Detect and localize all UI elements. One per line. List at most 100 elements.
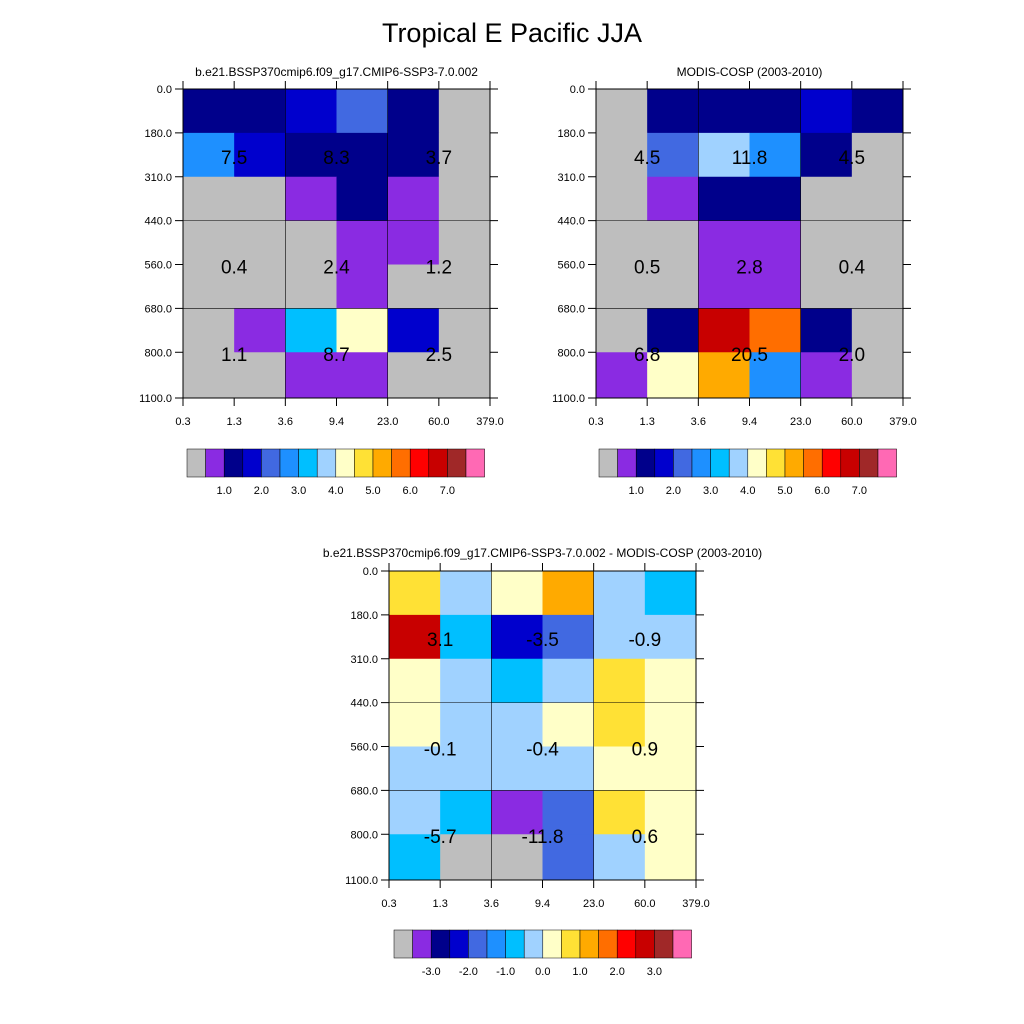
- heatmap-cell: [593, 702, 646, 747]
- colorbar-swatch: [430, 929, 451, 959]
- colorbar-swatch: [542, 929, 562, 959]
- heatmap-cell: [542, 571, 595, 616]
- y-tick-label: 800.0: [557, 347, 585, 359]
- y-tick-label: 1100.0: [552, 393, 585, 405]
- cell-value-label: 2.8: [736, 258, 762, 279]
- colorbar: 1.0 2.0 3.0 4.0 5.0 6.0 7.0: [186, 448, 485, 497]
- colorbar-swatch: [877, 448, 897, 478]
- colorbar-label: 2.0: [254, 485, 269, 497]
- x-tick-label: 379.0: [476, 416, 504, 428]
- heatmap-cell: [183, 352, 235, 399]
- panel-title: MODIS-COSP (2003-2010): [677, 65, 823, 79]
- x-tick-label: 23.0: [790, 416, 811, 428]
- heatmap-cell: [183, 308, 235, 353]
- heatmap-cell: [644, 614, 697, 660]
- heatmap-cell: [542, 746, 595, 791]
- heatmap-cell: [698, 132, 750, 178]
- colorbar-label: 1.0: [629, 485, 644, 497]
- heatmap-cell: [285, 308, 337, 353]
- panel-title: b.e21.BSSP370cmip6.f09_g17.CMIP6-SSP3-7.…: [323, 546, 762, 560]
- heatmap-cell: [336, 176, 389, 222]
- heatmap-cell: [647, 89, 699, 134]
- y-tick-label: 180.0: [144, 128, 172, 140]
- heatmap-cell: [285, 264, 337, 309]
- heatmap-cell: [749, 176, 802, 222]
- colorbar: -3.0 -2.0 -1.0 0.0 1.0 2.0 3.0: [393, 929, 692, 978]
- heatmap-cell: [644, 746, 697, 791]
- cell-value-label: 2.0: [839, 345, 865, 366]
- cell-value-label: 1.2: [426, 258, 452, 279]
- heatmap-cell: [596, 132, 648, 178]
- colorbar-swatch: [598, 929, 618, 959]
- heatmap-cell: [336, 308, 389, 353]
- colorbar-label: 2.0: [666, 485, 681, 497]
- y-tick-label: 800.0: [144, 347, 172, 359]
- y-tick-label: 560.0: [350, 742, 378, 754]
- y-tick-label: 310.0: [557, 172, 585, 184]
- heatmap-cell: [698, 308, 750, 353]
- heatmap-cell: [644, 790, 697, 835]
- heatmap-cell: [596, 89, 648, 134]
- heatmap-cell: [438, 220, 491, 265]
- heatmap-cell: [596, 176, 648, 222]
- heatmap-cell: [387, 220, 440, 265]
- colorbar-swatch: [242, 448, 262, 478]
- heatmap-cell: [440, 746, 492, 791]
- x-tick-label: 0.3: [175, 416, 190, 428]
- cell-value-label: 0.4: [221, 258, 248, 279]
- heatmap-cell: [438, 308, 491, 353]
- x-tick-label: 60.0: [841, 416, 862, 428]
- heatmap-cell: [234, 264, 286, 309]
- heatmap-cell: [596, 308, 648, 353]
- colorbar-swatch: [391, 448, 411, 478]
- colorbar-swatch: [803, 448, 823, 478]
- colorbar-label: 4.0: [740, 485, 755, 497]
- panel-title: b.e21.BSSP370cmip6.f09_g17.CMIP6-SSP3-7.…: [195, 65, 478, 79]
- x-tick-label: 23.0: [583, 898, 604, 910]
- cell-value-label: 4.5: [839, 148, 865, 169]
- colorbar-label: 3.0: [647, 966, 662, 978]
- colorbar-label: 1.0: [572, 966, 587, 978]
- heatmap-cell: [389, 834, 441, 881]
- colorbar-swatch: [465, 448, 485, 478]
- heatmap-cell: [440, 571, 492, 616]
- heatmap-cell: [800, 308, 853, 353]
- y-tick-label: 310.0: [350, 654, 378, 666]
- colorbar-label: 5.0: [777, 485, 792, 497]
- heatmap-cell: [542, 702, 595, 747]
- colorbar-swatch: [412, 929, 432, 959]
- colorbar-swatch: [279, 448, 299, 478]
- colorbar-label: 5.0: [365, 485, 380, 497]
- colorbar-label: 7.0: [440, 485, 455, 497]
- heatmap-cell: [749, 264, 802, 309]
- cell-value-label: -0.4: [526, 740, 559, 761]
- heatmap-cell: [800, 176, 853, 222]
- heatmap-cell: [800, 352, 853, 399]
- colorbar-label: 1.0: [217, 485, 232, 497]
- heatmap-cell: [851, 264, 904, 309]
- heatmap-cell: [647, 308, 699, 353]
- heatmap-cell: [851, 352, 904, 399]
- panels: b.e21.BSSP370cmip6.f09_g17.CMIP6-SSP3-7.…: [139, 65, 917, 978]
- colorbar-swatch: [784, 448, 804, 478]
- cell-value-label: 4.5: [634, 148, 660, 169]
- x-tick-label: 3.6: [484, 898, 499, 910]
- heatmap-cell: [800, 132, 853, 178]
- colorbar-swatch: [766, 448, 786, 478]
- heatmap-cell: [851, 132, 904, 178]
- y-tick-label: 440.0: [350, 698, 378, 710]
- heatmap-cell: [644, 658, 697, 704]
- figure-title: Tropical E Pacific JJA: [382, 18, 642, 48]
- cell-value-label: 7.5: [221, 148, 247, 169]
- heatmap-cell: [440, 658, 492, 704]
- x-tick-label: 1.3: [227, 416, 242, 428]
- y-tick-label: 1100.0: [345, 875, 378, 887]
- cell-value-label: -3.5: [526, 630, 559, 651]
- heatmap-cell: [389, 658, 441, 704]
- heatmap-cell: [698, 89, 750, 134]
- heatmap-cell: [698, 264, 750, 309]
- colorbar-label: 3.0: [291, 485, 306, 497]
- colorbar-label: 6.0: [403, 485, 418, 497]
- heatmap-cell: [749, 352, 802, 399]
